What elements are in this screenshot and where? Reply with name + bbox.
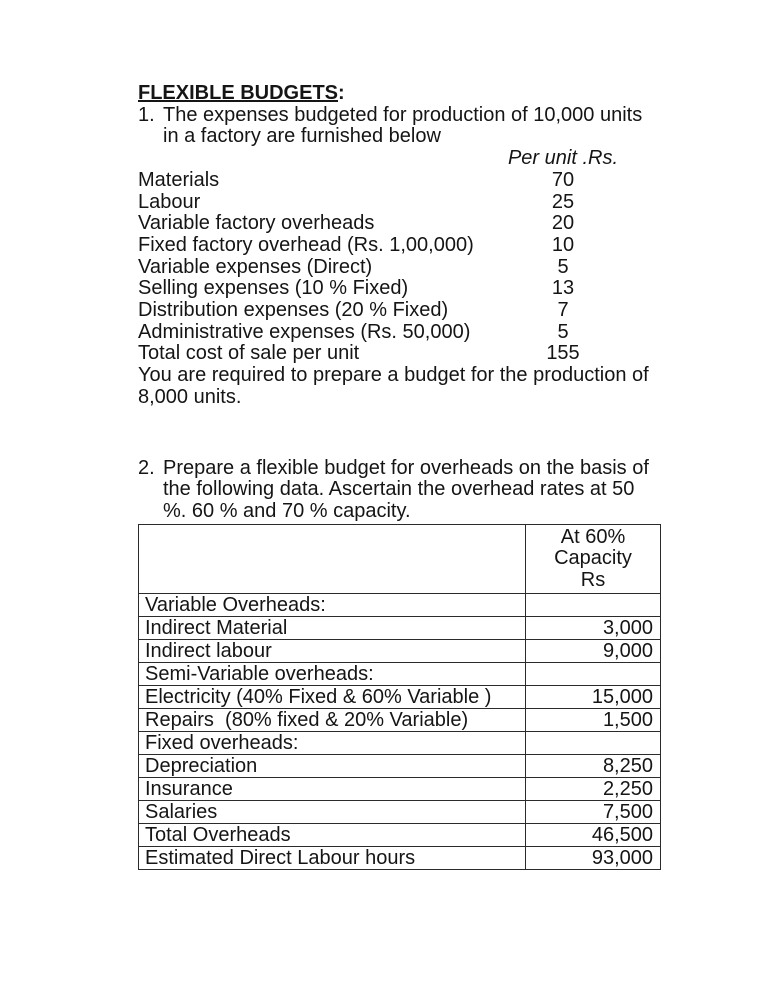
table-cell-value — [525, 662, 661, 687]
table-row-electricity: Electricity (40% Fixed & 60% Variable ) … — [138, 685, 661, 710]
table-row-semi-variable-heading: Semi-Variable overheads: — [138, 662, 661, 687]
table-header-row: At 60% Capacity Rs — [138, 523, 661, 595]
table-cell-value — [525, 731, 661, 756]
table-row-indirect-labour: Indirect labour 9,000 — [138, 639, 661, 664]
table-row-variable-overheads-heading: Variable Overheads: — [138, 593, 661, 618]
expense-row-distribution-expenses: Distribution expenses (20 % Fixed) 7 — [138, 299, 670, 322]
page-title-text: FLEXIBLE BUDGETS — [138, 82, 339, 104]
problem1-number: 1. — [138, 103, 155, 126]
expense-row-selling-expenses: Selling expenses (10 % Fixed) 13 — [138, 278, 670, 300]
table-cell-label: Indirect labour — [138, 639, 526, 664]
table-row-indirect-material: Indirect Material 3,000 — [138, 616, 661, 641]
table-cell-value: 9,000 — [525, 639, 661, 664]
expense-label: Variable factory overheads — [138, 212, 375, 235]
expense-label: Total cost of sale per unit — [138, 342, 360, 365]
table-row-salaries: Salaries 7,500 — [138, 800, 661, 825]
per-unit-column-header: Per unit .Rs. — [507, 147, 619, 170]
expense-row-administrative-expenses: Administrative expenses (Rs. 50,000) 5 — [138, 320, 670, 344]
page-title-colon: : — [338, 82, 345, 104]
table-cell-label: Depreciation — [138, 754, 526, 779]
table-cell-label: Variable Overheads: — [138, 593, 526, 618]
table-header-capacity-line: At 60% — [560, 525, 626, 548]
table-cell-value — [525, 593, 661, 618]
problem2-intro: 2. Prepare a flexible budget for overhea… — [138, 456, 768, 523]
table-cell-value: 15,000 — [525, 685, 661, 710]
problem1-requirement-line: 8,000 units. — [138, 385, 242, 408]
problem2-intro-line: Prepare a flexible budget for overheads … — [163, 456, 649, 479]
expense-value: 7 — [557, 299, 569, 322]
overheads-table: At 60% Capacity Rs Variable Overheads: I… — [138, 523, 661, 871]
expense-value: 155 — [546, 342, 580, 365]
expense-label: Selling expenses (10 % Fixed) — [138, 277, 409, 300]
table-cell-value: 3,000 — [525, 616, 661, 641]
per-unit-header-spacer — [138, 148, 500, 170]
table-cell-label: Total Overheads — [138, 823, 526, 848]
problem2-intro-line: the following data. Ascertain the overhe… — [163, 478, 635, 501]
expense-value: 20 — [551, 212, 575, 235]
expense-row-labour: Labour 25 — [138, 190, 670, 214]
table-cell-value: 2,250 — [525, 777, 661, 802]
problem1-requirement-line: You are required to prepare a budget for… — [138, 364, 649, 387]
expense-row-variable-factory-overheads: Variable factory overheads 20 — [138, 213, 670, 235]
table-cell-label: Repairs (80% fixed & 20% Variable) — [138, 708, 526, 733]
table-cell-label: Indirect Material — [138, 616, 526, 641]
table-cell-label: Fixed overheads: — [138, 731, 526, 756]
table-row-depreciation: Depreciation 8,250 — [138, 754, 661, 779]
expense-label: Administrative expenses (Rs. 50,000) — [138, 320, 471, 343]
problem2-intro-lines: Prepare a flexible budget for overheads … — [163, 456, 649, 523]
table-header-capacity: At 60% Capacity Rs — [525, 523, 661, 595]
table-header-capacity-line: Capacity — [554, 547, 632, 570]
table-row-total-overheads: Total Overheads 46,500 — [138, 823, 661, 848]
table-row-fixed-overheads-heading: Fixed overheads: — [138, 731, 661, 756]
table-cell-value: 93,000 — [525, 846, 661, 871]
per-unit-header-row: Per unit .Rs. — [138, 147, 670, 170]
expense-row-fixed-factory-overhead: Fixed factory overhead (Rs. 1,00,000) 10 — [138, 233, 670, 257]
table-cell-label: Estimated Direct Labour hours — [138, 846, 526, 871]
table-header-capacity-line: Rs — [580, 568, 606, 591]
table-cell-value: 1,500 — [525, 708, 661, 733]
expense-value: 13 — [551, 277, 575, 300]
expense-label: Fixed factory overhead (Rs. 1,00,000) — [138, 233, 474, 256]
page-title: FLEXIBLE BUDGETS: — [138, 82, 768, 105]
expense-value: 10 — [551, 233, 575, 256]
expense-label: Materials — [138, 168, 220, 191]
problem1-intro-line: in a factory are furnished below — [163, 125, 441, 148]
problem1-intro: 1. The expenses budgeted for production … — [138, 103, 768, 148]
problem2-intro-line: %. 60 % and 70 % capacity. — [163, 499, 411, 522]
table-cell-label: Electricity (40% Fixed & 60% Variable ) — [138, 685, 526, 710]
table-row-repairs: Repairs (80% fixed & 20% Variable) 1,500 — [138, 708, 661, 733]
expense-value: 70 — [551, 168, 575, 191]
table-cell-label: Semi-Variable overheads: — [138, 662, 526, 687]
problem1-intro-lines: The expenses budgeted for production of … — [163, 103, 643, 148]
expense-row-total-cost: Total cost of sale per unit 155 — [138, 343, 670, 365]
expense-value: 5 — [557, 320, 569, 343]
table-row-estimated-direct-labour-hours: Estimated Direct Labour hours 93,000 — [138, 846, 661, 871]
table-cell-value: 46,500 — [525, 823, 661, 848]
table-header-particulars — [138, 523, 526, 595]
table-row-insurance: Insurance 2,250 — [138, 777, 661, 802]
expense-label: Distribution expenses (20 % Fixed) — [138, 299, 449, 322]
problem2-number: 2. — [138, 456, 155, 479]
expense-row-variable-expenses: Variable expenses (Direct) 5 — [138, 255, 670, 279]
table-cell-label: Salaries — [138, 800, 526, 825]
expense-value: 5 — [557, 255, 569, 278]
expense-value: 25 — [551, 190, 575, 213]
expense-label: Variable expenses (Direct) — [138, 255, 373, 278]
table-cell-label: Insurance — [138, 777, 526, 802]
expense-row-materials: Materials 70 — [138, 168, 670, 192]
table-cell-value: 7,500 — [525, 800, 661, 825]
table-cell-value: 8,250 — [525, 754, 661, 779]
problem1-intro-line: The expenses budgeted for production of … — [163, 103, 643, 126]
expense-label: Labour — [138, 190, 201, 213]
